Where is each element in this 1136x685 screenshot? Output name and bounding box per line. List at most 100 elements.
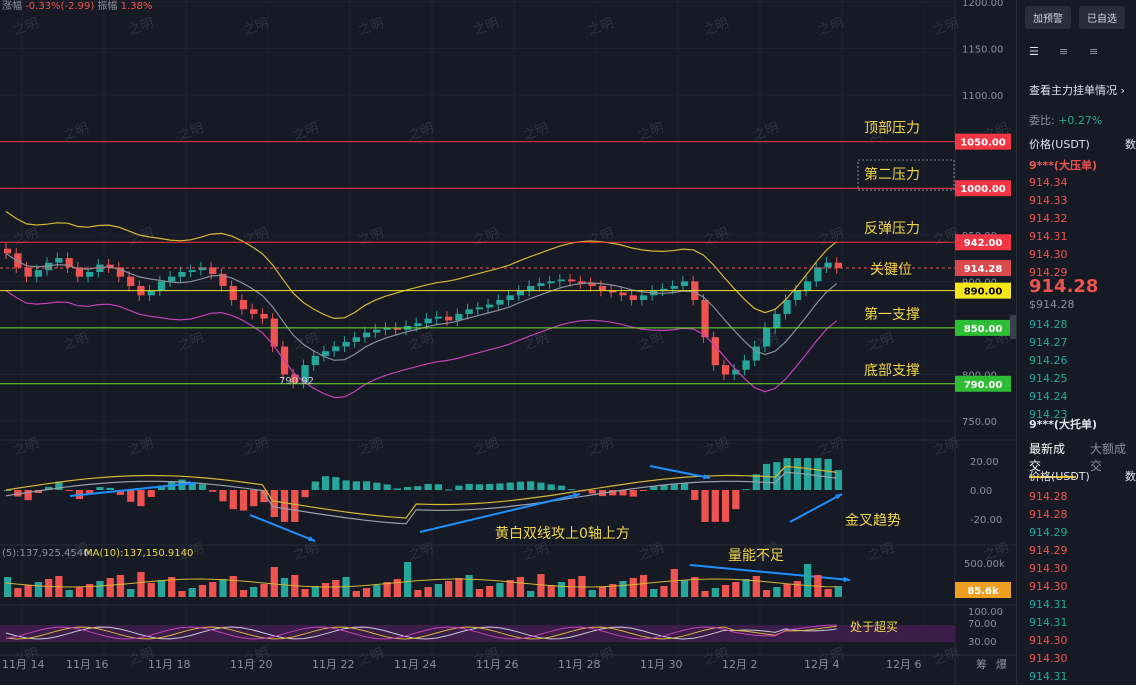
ask-row[interactable]: 914.33 xyxy=(1029,194,1068,207)
level-label: 第一支撑 xyxy=(864,306,920,323)
date-tick: 11月 26 xyxy=(476,658,519,671)
tab-big-trades[interactable]: 大额成交 xyxy=(1090,442,1127,473)
level-tag-text: 942.00 xyxy=(964,238,1003,249)
watermark: 之明 xyxy=(356,226,386,249)
ask-row[interactable]: 914.32 xyxy=(1029,212,1068,225)
candle-body xyxy=(803,281,812,291)
watermark: 之明 xyxy=(126,16,156,39)
bid-row[interactable]: 914.25 xyxy=(1029,372,1068,385)
watermark: 之明 xyxy=(866,541,896,564)
level-tag-text: 1000.00 xyxy=(960,184,1006,195)
level-tag xyxy=(955,375,1011,392)
kdj-line xyxy=(5,624,837,640)
bid-row[interactable]: 914.28 xyxy=(1029,318,1068,331)
macd-bar xyxy=(506,482,514,490)
candle-body xyxy=(496,299,504,305)
vol-bar xyxy=(270,567,278,597)
candle-body xyxy=(680,281,689,286)
vol-bar xyxy=(383,582,391,597)
watermark: 之明 xyxy=(471,436,501,459)
candle-body xyxy=(321,351,330,356)
col-qty: 数 xyxy=(1125,138,1136,151)
ask-row[interactable]: 914.29 xyxy=(1029,266,1068,279)
trade-row: 914.30 xyxy=(1029,580,1068,593)
bid-row[interactable]: 914.27 xyxy=(1029,336,1068,349)
vol-bar xyxy=(301,589,309,597)
vol-bar xyxy=(537,574,545,597)
date-tick: 11月 28 xyxy=(558,658,601,671)
candle-body xyxy=(824,262,832,268)
macd-bar xyxy=(434,484,443,490)
orderbook-bids-icon[interactable]: ≡ xyxy=(1059,45,1069,58)
watermark: 之明 xyxy=(61,121,91,144)
ask-list: 914.34 914.33 914.32 914.31 914.30 914.29 xyxy=(1029,174,1068,282)
vol-bar xyxy=(434,584,443,597)
arrow-6 xyxy=(689,564,851,581)
vol-bar xyxy=(168,577,176,597)
macd-bar xyxy=(639,490,648,491)
watermark: 之明 xyxy=(241,16,271,39)
tab-latest-trades[interactable]: 最新成交 xyxy=(1029,440,1076,478)
level-tag xyxy=(955,260,1011,277)
orderbook-panel: 加预警 已自选 ☰ ≡ ≡ 查看主力挂单情况 › 委比: +0.27% 价格(U… xyxy=(1016,0,1136,685)
macd-bar xyxy=(55,481,63,490)
add-alert-button[interactable]: 加预警 xyxy=(1025,6,1071,29)
watermark: 之明 xyxy=(586,436,616,459)
trade-row: 914.29 xyxy=(1029,526,1068,539)
vol-bar xyxy=(34,582,43,597)
kdj-tick: 30.00 xyxy=(968,637,997,648)
bid-row[interactable]: 914.24 xyxy=(1029,390,1068,403)
boll-lower xyxy=(5,290,838,399)
macd-bar xyxy=(609,490,617,496)
candle-body xyxy=(588,283,596,286)
vol-bar xyxy=(486,586,494,597)
vol-bar xyxy=(660,586,668,597)
macd-bar xyxy=(301,490,309,498)
main-force-link[interactable]: 查看主力挂单情况 › xyxy=(1029,82,1125,98)
candle-body xyxy=(516,290,525,296)
ask-big-order: 9***(大压单) xyxy=(1029,159,1097,172)
macd-bar xyxy=(711,490,719,522)
vol-bar xyxy=(260,584,268,597)
bid-row[interactable]: 914.26 xyxy=(1029,354,1068,367)
orderbook-both-icon[interactable]: ☰ xyxy=(1029,45,1039,58)
vol-bar xyxy=(321,583,330,597)
bid-row[interactable]: 914.23 xyxy=(1029,408,1068,421)
candle-body xyxy=(578,281,586,284)
macd-bar xyxy=(14,490,22,497)
vol-bar xyxy=(475,589,484,597)
macd-bar xyxy=(701,490,709,522)
ask-row[interactable]: 914.31 xyxy=(1029,230,1068,243)
chart-canvas[interactable]: 1200.001150.001100.001050.001000.00950.0… xyxy=(0,0,1016,685)
vol-bar xyxy=(424,587,432,597)
macd-bar xyxy=(732,490,740,510)
macd-bar xyxy=(116,490,125,495)
candle-body xyxy=(301,365,309,383)
orderbook-asks-icon[interactable]: ≡ xyxy=(1089,45,1099,58)
candle-body xyxy=(629,295,637,300)
macd-bar xyxy=(260,490,268,503)
candle-body xyxy=(55,258,63,263)
price-chart[interactable]: 1200.001150.001100.001050.001000.00950.0… xyxy=(0,0,1016,685)
macd-bar xyxy=(650,486,658,490)
candle-body xyxy=(106,264,114,268)
ask-row[interactable]: 914.34 xyxy=(1029,176,1068,189)
candle-body xyxy=(14,253,22,268)
kdj-annotation: 处于超买 xyxy=(850,619,898,634)
level-tag xyxy=(955,180,1011,197)
vol-bar xyxy=(65,590,73,597)
vol-tag-text: 85.6k xyxy=(967,586,999,597)
watermark: 之明 xyxy=(521,541,551,564)
ask-row[interactable]: 914.30 xyxy=(1029,248,1068,261)
amp-label: 振幅 xyxy=(97,1,118,12)
macd-bar xyxy=(424,483,432,490)
macd-bar xyxy=(239,490,248,511)
watchlist-button[interactable]: 已自选 xyxy=(1079,6,1125,29)
candle-body xyxy=(393,327,401,330)
macd-bar xyxy=(793,458,801,490)
trade-row: 914.30 xyxy=(1029,652,1068,665)
candle-body xyxy=(362,332,371,338)
vol-bar xyxy=(762,590,771,597)
date-tick: 11月 16 xyxy=(66,658,109,671)
candle-body xyxy=(783,299,791,314)
